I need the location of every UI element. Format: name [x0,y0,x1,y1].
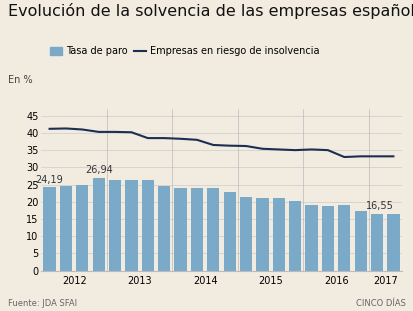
Bar [337,205,349,271]
Bar [370,214,382,271]
Text: Fuente: JDA SFAI: Fuente: JDA SFAI [8,299,77,308]
Bar [158,186,170,271]
Bar [272,197,284,271]
Bar [141,180,154,271]
Bar [305,205,317,271]
Bar [174,188,186,271]
Bar [288,201,301,271]
Bar [43,187,56,271]
Legend: Tasa de paro, Empresas en riesgo de insolvencia: Tasa de paro, Empresas en riesgo de inso… [46,43,322,60]
Bar [76,184,88,271]
Bar [125,180,137,271]
Text: CINCO DÍAS: CINCO DÍAS [355,299,405,308]
Text: En %: En % [8,75,33,85]
Bar [223,193,235,271]
Bar [256,197,268,271]
Bar [386,214,399,271]
Bar [109,180,121,271]
Bar [93,178,104,271]
Text: 26,94: 26,94 [85,165,112,175]
Bar [321,206,333,271]
Bar [206,188,219,271]
Text: Evolución de la solvencia de las empresas españolas: Evolución de la solvencia de las empresa… [8,3,413,19]
Bar [354,211,366,271]
Bar [239,197,252,271]
Text: 16,55: 16,55 [365,201,392,211]
Bar [59,186,72,271]
Text: 24,19: 24,19 [36,174,63,185]
Bar [190,188,203,271]
